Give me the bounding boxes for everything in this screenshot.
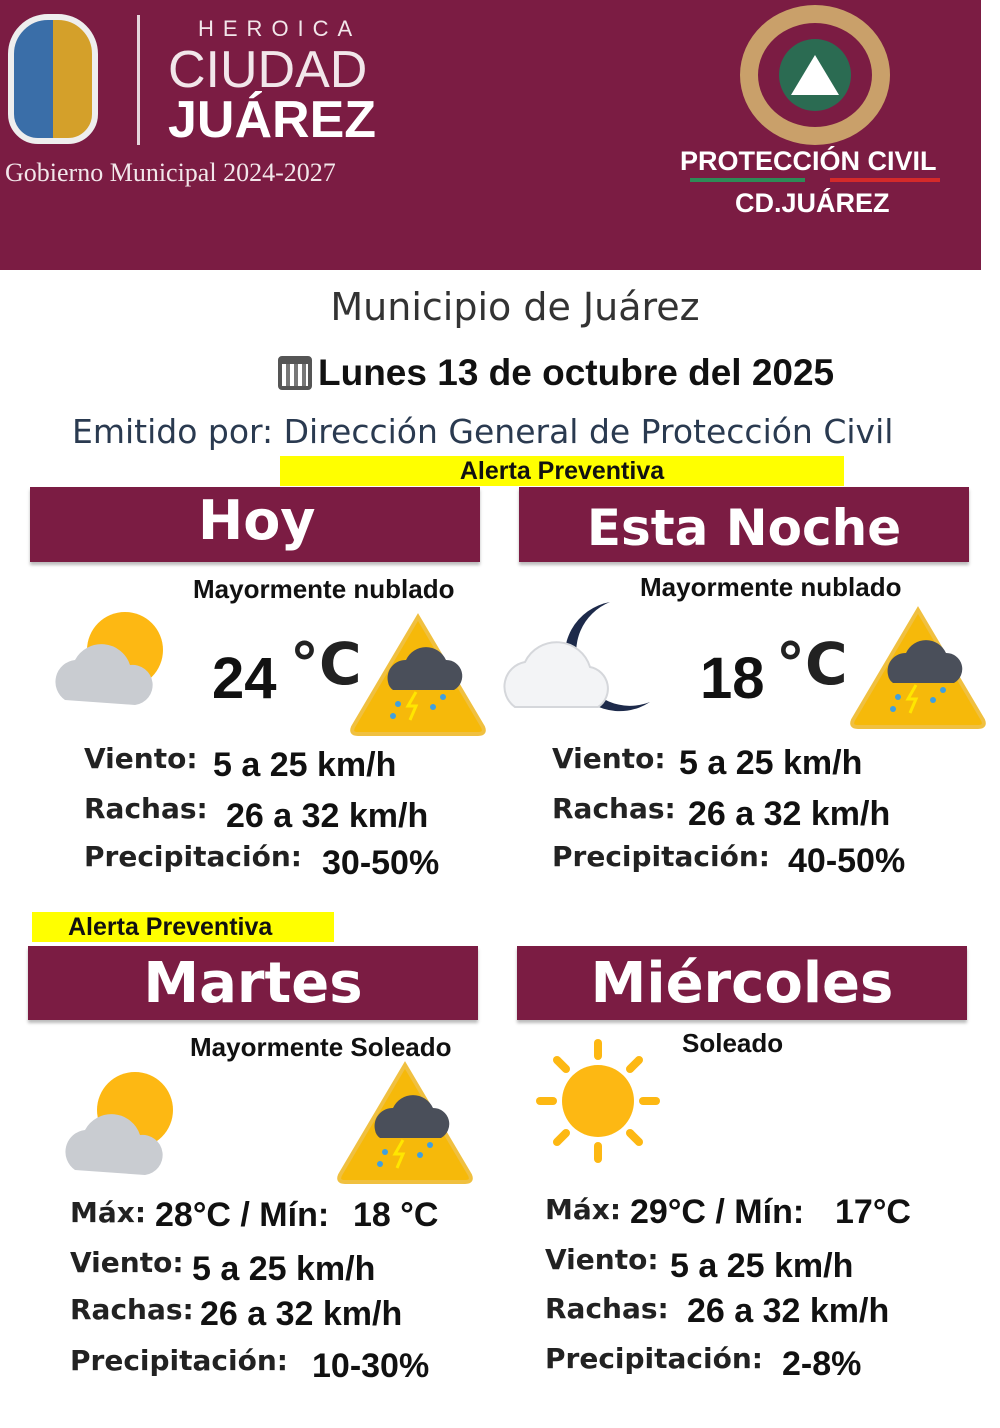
storm-warning-icon — [350, 615, 486, 736]
header-banner: HEROICA CIUDAD JUÁREZ Gobierno Municipal… — [0, 0, 981, 270]
label-viento-martes: Viento: — [70, 1246, 184, 1279]
condition-hoy: Mayormente nublado — [193, 574, 455, 604]
value-precip-martes: 10-30% — [312, 1347, 430, 1385]
label-max-miercoles: Máx: — [545, 1193, 622, 1226]
partly-cloudy-icon — [65, 1072, 173, 1175]
value-rachas-miercoles: 26 a 32 km/h — [687, 1292, 890, 1330]
alert-badge: Alerta Preventiva — [32, 912, 334, 942]
panel-title-miercoles: Miércoles — [517, 946, 967, 1020]
unit-esta-noche: °C — [776, 630, 848, 698]
panel-title-esta-noche: Esta Noche — [519, 487, 969, 562]
flag-stripe — [830, 178, 940, 182]
unit-hoy: °C — [290, 630, 362, 698]
label-precip-hoy: Precipitación: — [84, 840, 302, 873]
panel-title-martes: Martes — [28, 946, 478, 1020]
city-coat-of-arms-logo — [8, 14, 98, 144]
logo-cd-juarez: CD.JUÁREZ — [735, 188, 890, 218]
panel-title-hoy: Hoy — [30, 487, 480, 562]
proteccion-civil-emblem — [740, 5, 890, 145]
logo-divider — [137, 15, 140, 145]
value-precip-hoy: 30-50% — [322, 844, 440, 882]
flag-stripe — [690, 178, 805, 182]
label-max-martes: Máx: — [70, 1196, 147, 1229]
value-min-martes: 18 °C — [353, 1196, 439, 1234]
value-precip-noche: 40-50% — [788, 842, 906, 880]
partly-cloudy-icon — [55, 612, 163, 705]
condition-martes: Mayormente Soleado — [190, 1032, 452, 1062]
label-rachas-miercoles: Rachas: — [545, 1292, 669, 1325]
value-viento-miercoles: 5 a 25 km/h — [670, 1247, 854, 1285]
label-viento-miercoles: Viento: — [545, 1243, 659, 1276]
condition-miercoles: Soleado — [682, 1028, 784, 1058]
value-viento-noche: 5 a 25 km/h — [679, 744, 863, 782]
value-rachas-noche: 26 a 32 km/h — [688, 795, 891, 833]
logo-heroica: HEROICA — [198, 16, 362, 41]
label-viento-noche: Viento: — [552, 742, 666, 775]
date-line: Lunes 13 de octubre del 2025 — [278, 352, 834, 394]
value-min-miercoles: 17°C — [835, 1193, 911, 1231]
sun-icon — [536, 1039, 660, 1163]
label-precip-miercoles: Precipitación: — [545, 1342, 763, 1375]
value-precip-miercoles: 2-8% — [782, 1345, 862, 1383]
temp-hoy: 24 — [212, 646, 277, 711]
value-max-miercoles: 29°C / Mín: — [630, 1193, 805, 1231]
value-viento-martes: 5 a 25 km/h — [192, 1250, 376, 1288]
label-precip-martes: Precipitación: — [70, 1344, 288, 1377]
cloudy-night-icon — [503, 602, 650, 712]
issued-by: Emitido por: Dirección General de Protec… — [72, 412, 894, 451]
logo-proteccion-civil: PROTECCIÓN CIVIL — [680, 146, 937, 176]
logo-juarez: JUÁREZ — [168, 91, 377, 149]
date-text: Lunes 13 de octubre del 2025 — [318, 352, 835, 393]
storm-warning-icon — [850, 608, 986, 729]
label-rachas-noche: Rachas: — [552, 792, 676, 825]
value-rachas-hoy: 26 a 32 km/h — [226, 797, 429, 835]
value-max-martes: 28°C / Mín: — [155, 1196, 330, 1234]
label-precip-noche: Precipitación: — [552, 840, 770, 873]
temp-esta-noche: 18 — [700, 646, 765, 711]
logo-ciudad: CIUDAD — [168, 41, 368, 99]
storm-warning-icon — [337, 1063, 473, 1184]
value-rachas-martes: 26 a 32 km/h — [200, 1295, 403, 1333]
condition-esta-noche: Mayormente nublado — [640, 572, 902, 602]
logo-gobierno: Gobierno Municipal 2024-2027 — [5, 158, 336, 187]
label-viento-hoy: Viento: — [84, 742, 198, 775]
page-title: Municipio de Juárez — [330, 285, 700, 329]
calendar-icon — [278, 356, 312, 390]
alert-badge: Alerta Preventiva — [280, 456, 844, 486]
label-rachas-martes: Rachas: — [70, 1293, 194, 1326]
label-rachas-hoy: Rachas: — [84, 792, 208, 825]
value-viento-hoy: 5 a 25 km/h — [213, 746, 397, 784]
